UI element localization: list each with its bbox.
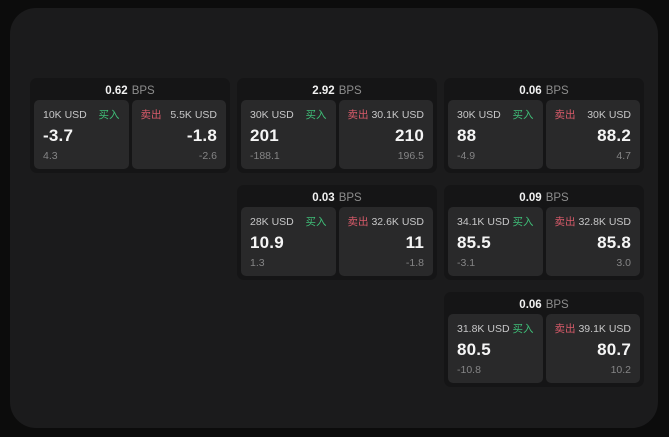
card-header: 0.09 BPS (448, 188, 640, 207)
bps-value: 0.09 (519, 191, 542, 204)
quote-card: 2.92 BPS 30K USD 买入 201 -188.1 卖出 30.1K … (237, 78, 437, 173)
buy-sub-value: 1.3 (250, 257, 265, 269)
bps-value: 0.03 (312, 191, 335, 204)
buy-price-value: 201 (250, 126, 279, 145)
sell-quote-panel[interactable]: 卖出 30.1K USD 210 196.5 (338, 100, 433, 169)
buy-price-value: -3.7 (43, 126, 74, 145)
sell-sub-value: -2.6 (198, 150, 217, 162)
sell-quote-panel[interactable]: 卖出 39.1K USD 80.7 10.2 (545, 314, 640, 383)
sell-price-value: 88.2 (597, 126, 631, 145)
buy-size-label: 10K USD (43, 108, 87, 121)
bps-unit-label: BPS (545, 191, 569, 204)
sell-quote-panel[interactable]: 卖出 5.5K USD -1.8 -2.6 (131, 100, 226, 169)
quote-cards-grid: 0.62 BPS 10K USD 买入 -3.7 4.3 卖出 5.5K USD… (30, 78, 644, 387)
sell-price-value: 85.8 (597, 233, 631, 252)
sell-size-label: 32.8K USD (578, 215, 631, 228)
sell-size-label: 32.6K USD (371, 215, 424, 228)
bps-unit-label: BPS (131, 84, 155, 97)
sell-side-label: 卖出 (347, 109, 369, 121)
bps-unit-label: BPS (338, 191, 362, 204)
buy-size-label: 28K USD (250, 215, 294, 228)
sell-side-label: 卖出 (554, 323, 576, 335)
buy-price-value: 85.5 (457, 233, 491, 252)
bps-value: 0.06 (519, 298, 542, 311)
sell-quote-panel[interactable]: 卖出 30K USD 88.2 4.7 (545, 100, 640, 169)
buy-price-value: 10.9 (250, 233, 284, 252)
buy-side-label: 买入 (512, 323, 534, 335)
sell-sub-value: 4.7 (616, 150, 631, 162)
buy-quote-panel[interactable]: 30K USD 买入 88 -4.9 (448, 100, 543, 169)
quote-card: 0.06 BPS 30K USD 买入 88 -4.9 卖出 30K USD 8… (444, 78, 644, 173)
card-header: 0.06 BPS (448, 295, 640, 314)
sell-sub-value: -1.8 (405, 257, 424, 269)
sell-side-label: 卖出 (554, 109, 576, 121)
quotes-panel: 0.62 BPS 10K USD 买入 -3.7 4.3 卖出 5.5K USD… (10, 8, 658, 428)
buy-size-label: 31.8K USD (457, 322, 510, 335)
sell-sub-value: 3.0 (616, 257, 631, 269)
sell-price-value: -1.8 (186, 126, 217, 145)
sell-size-label: 30.1K USD (371, 108, 424, 121)
quote-card: 0.62 BPS 10K USD 买入 -3.7 4.3 卖出 5.5K USD… (30, 78, 230, 173)
buy-sell-panels: 28K USD 买入 10.9 1.3 卖出 32.6K USD 11 -1.8 (241, 207, 433, 276)
quote-card: 0.06 BPS 31.8K USD 买入 80.5 -10.8 卖出 39.1… (444, 292, 644, 387)
buy-sell-panels: 34.1K USD 买入 85.5 -3.1 卖出 32.8K USD 85.8… (448, 207, 640, 276)
buy-size-label: 34.1K USD (457, 215, 510, 228)
quote-card: 0.03 BPS 28K USD 买入 10.9 1.3 卖出 32.6K US… (237, 185, 437, 280)
card-header: 0.03 BPS (241, 188, 433, 207)
buy-price-value: 80.5 (457, 340, 491, 359)
sell-price-value: 11 (405, 233, 424, 252)
quote-card: 0.09 BPS 34.1K USD 买入 85.5 -3.1 卖出 32.8K… (444, 185, 644, 280)
buy-sub-value: -10.8 (457, 364, 481, 376)
sell-sub-value: 196.5 (397, 150, 424, 162)
buy-side-label: 买入 (305, 109, 327, 121)
bps-unit-label: BPS (338, 84, 362, 97)
buy-quote-panel[interactable]: 31.8K USD 买入 80.5 -10.8 (448, 314, 543, 383)
buy-price-value: 88 (457, 126, 477, 145)
sell-price-value: 210 (395, 126, 424, 145)
buy-sub-value: -188.1 (250, 150, 280, 162)
sell-size-label: 39.1K USD (578, 322, 631, 335)
sell-size-label: 5.5K USD (170, 108, 217, 121)
sell-quote-panel[interactable]: 卖出 32.6K USD 11 -1.8 (338, 207, 433, 276)
buy-side-label: 买入 (512, 216, 534, 228)
card-header: 2.92 BPS (241, 81, 433, 100)
buy-quote-panel[interactable]: 34.1K USD 买入 85.5 -3.1 (448, 207, 543, 276)
buy-sell-panels: 31.8K USD 买入 80.5 -10.8 卖出 39.1K USD 80.… (448, 314, 640, 383)
buy-sell-panels: 30K USD 买入 88 -4.9 卖出 30K USD 88.2 4.7 (448, 100, 640, 169)
sell-side-label: 卖出 (554, 216, 576, 228)
buy-quote-panel[interactable]: 10K USD 买入 -3.7 4.3 (34, 100, 129, 169)
buy-side-label: 买入 (98, 109, 120, 121)
buy-quote-panel[interactable]: 30K USD 买入 201 -188.1 (241, 100, 336, 169)
buy-sub-value: -4.9 (457, 150, 476, 162)
buy-quote-panel[interactable]: 28K USD 买入 10.9 1.3 (241, 207, 336, 276)
sell-side-label: 卖出 (140, 109, 162, 121)
sell-sub-value: 10.2 (610, 364, 631, 376)
sell-quote-panel[interactable]: 卖出 32.8K USD 85.8 3.0 (545, 207, 640, 276)
bps-value: 0.06 (519, 84, 542, 97)
sell-price-value: 80.7 (597, 340, 631, 359)
sell-size-label: 30K USD (587, 108, 631, 121)
buy-sell-panels: 30K USD 买入 201 -188.1 卖出 30.1K USD 210 1… (241, 100, 433, 169)
bps-value: 2.92 (312, 84, 335, 97)
buy-side-label: 买入 (305, 216, 327, 228)
bps-unit-label: BPS (545, 298, 569, 311)
buy-sell-panels: 10K USD 买入 -3.7 4.3 卖出 5.5K USD -1.8 -2.… (34, 100, 226, 169)
sell-side-label: 卖出 (347, 216, 369, 228)
bps-value: 0.62 (105, 84, 128, 97)
buy-size-label: 30K USD (250, 108, 294, 121)
buy-size-label: 30K USD (457, 108, 501, 121)
bps-unit-label: BPS (545, 84, 569, 97)
card-header: 0.62 BPS (34, 81, 226, 100)
buy-sub-value: -3.1 (457, 257, 476, 269)
buy-side-label: 买入 (512, 109, 534, 121)
buy-sub-value: 4.3 (43, 150, 58, 162)
card-header: 0.06 BPS (448, 81, 640, 100)
